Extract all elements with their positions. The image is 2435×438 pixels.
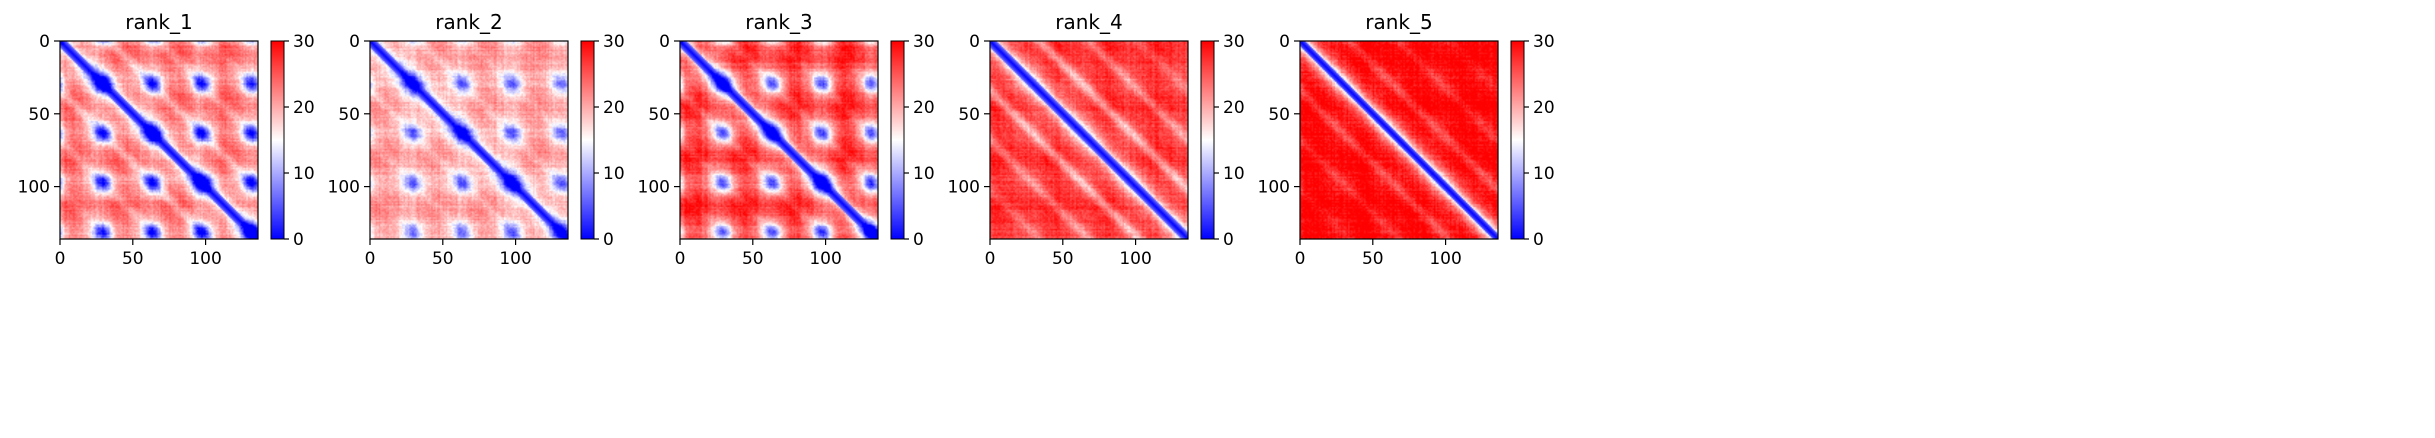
panel-title: rank_4 [1055, 10, 1122, 34]
plot-frame [989, 40, 1189, 240]
panel-title: rank_3 [745, 10, 812, 34]
heatmap-panel-2: rank_2 0 50 100 0 50 100 0 10 20 30 [328, 10, 625, 269]
colorbar-tick-label: 10 [1223, 164, 1245, 184]
heatmap-panel-5: rank_5 0 50 100 0 50 100 0 10 20 30 [1258, 10, 1555, 269]
x-tick-label: 50 [1052, 249, 1074, 269]
heatmap-image [1300, 41, 1498, 239]
colorbar-tick-label: 30 [913, 32, 935, 52]
y-tick-label: 100 [328, 178, 360, 198]
colorbar [580, 40, 595, 240]
x-tick-label: 0 [55, 249, 66, 269]
y-tick-label: 0 [969, 32, 980, 52]
colorbar-tick-label: 30 [1533, 32, 1555, 52]
heatmap-panel-4: rank_4 0 50 100 0 50 100 0 10 20 30 [948, 10, 1245, 269]
colorbar [1200, 40, 1215, 240]
colorbar [890, 40, 905, 240]
plot-frame [679, 40, 879, 240]
heatmap-image [60, 41, 258, 239]
colorbar-tick-label: 0 [913, 230, 924, 250]
x-tick-label: 50 [432, 249, 454, 269]
y-tick-label: 100 [18, 178, 50, 198]
y-tick-label: 50 [338, 105, 360, 125]
colorbar-tick-label: 0 [603, 230, 614, 250]
y-tick-label: 50 [1268, 105, 1290, 125]
heatmap-image [370, 41, 568, 239]
colorbar [270, 40, 285, 240]
colorbar [1510, 40, 1525, 240]
y-tick-label: 0 [39, 32, 50, 52]
colorbar-tick-label: 10 [1533, 164, 1555, 184]
x-tick-label: 100 [1119, 249, 1151, 269]
colorbar-tick-label: 0 [293, 230, 304, 250]
x-tick-label: 100 [189, 249, 221, 269]
y-tick-label: 50 [28, 105, 50, 125]
colorbar-tick-label: 20 [913, 98, 935, 118]
x-tick-label: 0 [985, 249, 996, 269]
x-tick-label: 50 [122, 249, 144, 269]
colorbar-tick-label: 30 [1223, 32, 1245, 52]
plot-frame [59, 40, 259, 240]
y-tick-label: 50 [958, 105, 980, 125]
colorbar-tick-label: 10 [293, 164, 315, 184]
colorbar-tick-label: 20 [603, 98, 625, 118]
heatmap-panel-1: rank_1 0 50 100 0 50 100 0 10 20 30 [18, 10, 315, 269]
x-tick-label: 0 [365, 249, 376, 269]
colorbar-tick-label: 30 [603, 32, 625, 52]
colorbar-tick-label: 10 [603, 164, 625, 184]
heatmap-image [990, 41, 1188, 239]
plot-frame [1299, 40, 1499, 240]
panel-title: rank_5 [1365, 10, 1432, 34]
y-tick-label: 100 [1258, 178, 1290, 198]
panel-title: rank_2 [435, 10, 502, 34]
y-tick-label: 0 [1279, 32, 1290, 52]
y-tick-label: 100 [948, 178, 980, 198]
x-tick-label: 50 [1362, 249, 1384, 269]
y-tick-label: 100 [638, 178, 670, 198]
colorbar-tick-label: 20 [293, 98, 315, 118]
x-tick-label: 100 [1429, 249, 1461, 269]
panel-title: rank_1 [125, 10, 192, 34]
colorbar-tick-label: 0 [1533, 230, 1544, 250]
colorbar-tick-label: 0 [1223, 230, 1234, 250]
x-tick-label: 100 [499, 249, 531, 269]
heatmap-panel-3: rank_3 0 50 100 0 50 100 0 10 20 30 [638, 10, 935, 269]
y-tick-label: 50 [648, 105, 670, 125]
x-tick-label: 50 [742, 249, 764, 269]
x-tick-label: 0 [1295, 249, 1306, 269]
x-tick-label: 100 [809, 249, 841, 269]
colorbar-tick-label: 30 [293, 32, 315, 52]
x-tick-label: 0 [675, 249, 686, 269]
colorbar-tick-label: 20 [1533, 98, 1555, 118]
y-tick-label: 0 [659, 32, 670, 52]
y-tick-label: 0 [349, 32, 360, 52]
heatmap-image [680, 41, 878, 239]
colorbar-tick-label: 10 [913, 164, 935, 184]
colorbar-tick-label: 20 [1223, 98, 1245, 118]
plot-frame [369, 40, 569, 240]
